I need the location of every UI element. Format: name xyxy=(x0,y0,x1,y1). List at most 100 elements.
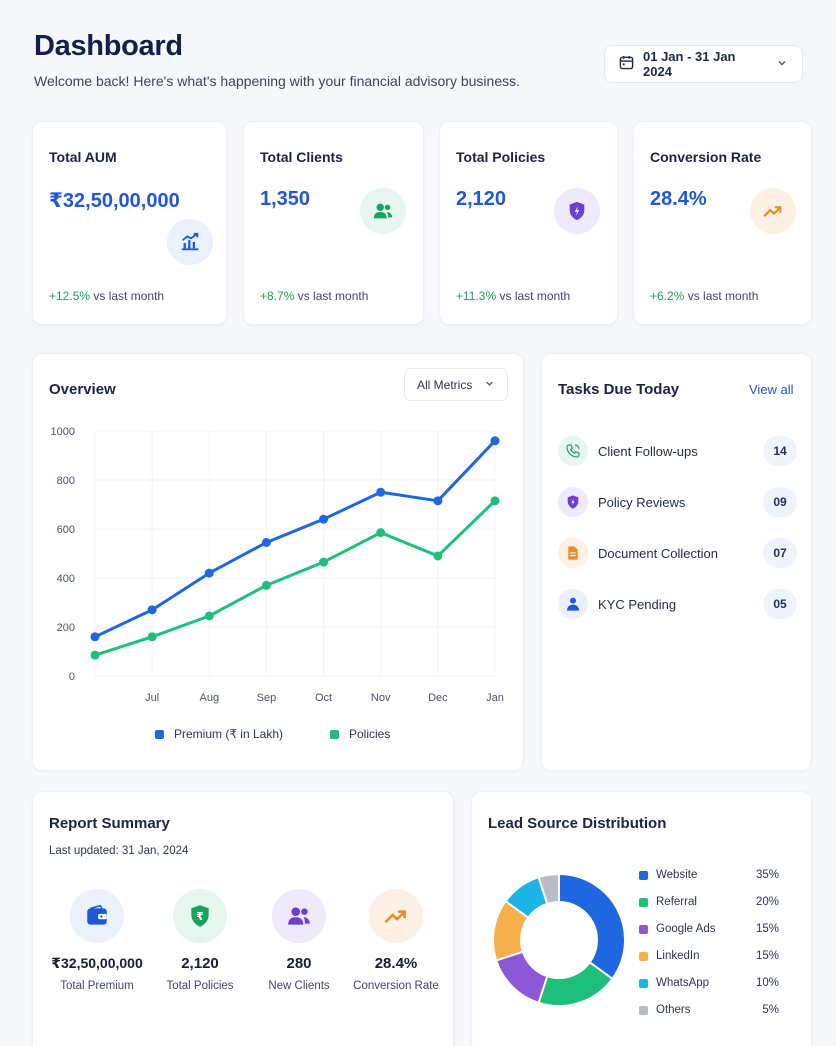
kpi-value: 28.4% xyxy=(650,188,707,210)
document-icon xyxy=(558,538,588,568)
overview-card: Overview All Metrics 0 200 400 600 800 1000 Ju… xyxy=(32,353,524,771)
task-count-badge: 09 xyxy=(763,487,797,517)
lead-legend-label: Google Ads xyxy=(656,923,716,935)
report-value: 280 xyxy=(286,955,312,972)
kpi-value: 1,350 xyxy=(260,188,311,210)
metrics-dropdown-label: All Metrics xyxy=(417,377,473,392)
lead-source-card: Lead Source Distribution Website 35% Refer… xyxy=(471,791,812,1046)
kpi-card-total-clients[interactable]: Total Clients 1,350 +8.7% vs last month xyxy=(243,121,424,325)
overview-line-chart: 0 200 400 600 800 1000 Jul Aug Sep Oct Nov Dec Jan xyxy=(51,426,504,704)
report-value: 2,120 xyxy=(181,955,219,972)
kpi-value: ₹32,50,00,000 xyxy=(49,190,180,212)
kpi-label: Total Clients xyxy=(260,149,343,165)
data-point xyxy=(490,496,500,506)
metrics-dropdown[interactable]: All Metrics xyxy=(404,368,508,401)
lead-legend-label: Website xyxy=(656,869,698,881)
y-tick-label: 0 xyxy=(69,671,75,683)
y-tick-label: 800 xyxy=(57,475,75,487)
data-point xyxy=(90,632,100,642)
chevron-down-icon xyxy=(484,378,495,392)
data-point xyxy=(147,632,157,642)
chevron-down-icon xyxy=(776,57,788,72)
phone-icon xyxy=(558,436,588,466)
kpi-card-total-policies[interactable]: Total Policies 2,120 +11.3% vs last mont… xyxy=(439,121,618,325)
task-item-kyc-pending[interactable]: KYC Pending 05 xyxy=(558,586,797,622)
data-point xyxy=(204,611,214,621)
page-subtitle: Welcome back! Here's what's happening wi… xyxy=(34,73,520,89)
report-label: Conversion Rate xyxy=(353,980,439,992)
report-item-conversion-rate: 28.4% Conversion Rate xyxy=(346,889,446,992)
donut-slice-website xyxy=(558,872,626,981)
lead-legend-label: Referral xyxy=(656,896,697,908)
lead-legend-label: WhatsApp xyxy=(656,977,710,989)
report-summary-card: Report Summary Last updated: 31 Jan, 202… xyxy=(32,791,454,1046)
shield-icon xyxy=(558,487,588,517)
lead-legend-item: Website 35% xyxy=(639,869,779,881)
report-item-new-clients: 280 New Clients xyxy=(249,889,349,992)
rupee-shield-icon: ₹ xyxy=(173,889,227,943)
data-point xyxy=(376,487,386,497)
task-count-badge: 07 xyxy=(763,538,797,568)
data-point xyxy=(490,436,500,446)
data-point xyxy=(147,605,157,615)
kpi-card-total-aum[interactable]: Total AUM ₹32,50,00,000 +12.5% vs last m… xyxy=(32,121,227,325)
overview-title: Overview xyxy=(49,381,116,398)
data-point xyxy=(319,514,329,524)
task-count-badge: 05 xyxy=(763,589,797,619)
data-point xyxy=(261,580,271,590)
task-count-badge: 14 xyxy=(763,436,797,466)
task-item-client-follow-ups[interactable]: Client Follow-ups 14 xyxy=(558,433,797,469)
data-point xyxy=(376,528,386,538)
x-tick-label: Sep xyxy=(257,692,277,704)
legend-label: Policies xyxy=(349,727,391,741)
report-value: ₹32,50,00,000 xyxy=(51,955,143,971)
legend-swatch xyxy=(155,729,164,739)
lead-legend-item: LinkedIn 15% xyxy=(639,950,779,962)
wallet-icon xyxy=(70,889,124,943)
view-all-link[interactable]: View all xyxy=(749,382,794,397)
legend-premium: Premium (₹ in Lakh) xyxy=(155,727,283,741)
report-label: Total Policies xyxy=(166,980,234,992)
calendar-icon xyxy=(619,55,634,73)
user-icon xyxy=(558,589,588,619)
report-value: 28.4% xyxy=(374,955,418,972)
donut-slice-google-ads xyxy=(494,950,549,1005)
kpi-label: Conversion Rate xyxy=(650,149,762,165)
lead-legend-label: Others xyxy=(656,1004,691,1016)
lead-legend-item: Others 5% xyxy=(639,1004,779,1016)
x-tick-label: Jul xyxy=(145,692,159,704)
donut-slice-others xyxy=(537,872,560,906)
kpi-value: 2,120 xyxy=(456,188,507,210)
x-tick-label: Dec xyxy=(428,692,448,704)
date-range-label: 01 Jan - 31 Jan 2024 xyxy=(643,49,736,79)
lead-legend-swatch xyxy=(639,978,648,988)
lead-legend-swatch xyxy=(639,897,648,907)
shield-icon xyxy=(554,188,600,234)
users-icon xyxy=(360,188,406,234)
lead-legend-swatch xyxy=(639,951,648,961)
task-label: KYC Pending xyxy=(598,596,677,612)
x-tick-label: Jan xyxy=(486,692,504,704)
task-label: Policy Reviews xyxy=(598,494,686,510)
lead-legend-swatch xyxy=(639,1005,648,1015)
lead-legend-value: 10% xyxy=(755,977,779,989)
legend-policies: Policies xyxy=(330,727,390,741)
report-item-total-premium: ₹32,50,00,000 Total Premium xyxy=(47,889,147,992)
lead-legend-value: 5% xyxy=(762,1004,779,1016)
report-label: New Clients xyxy=(268,980,330,992)
tasks-title: Tasks Due Today xyxy=(558,381,680,398)
task-item-document-collection[interactable]: Document Collection 07 xyxy=(558,535,797,571)
kpi-label: Total AUM xyxy=(49,149,117,165)
lead-legend-value: 15% xyxy=(755,923,779,935)
report-title: Report Summary xyxy=(49,815,170,832)
legend-label: Premium (₹ in Lakh) xyxy=(174,727,283,741)
task-item-policy-reviews[interactable]: Policy Reviews 09 xyxy=(558,484,797,520)
kpi-change: +11.3% vs last month xyxy=(456,289,571,303)
date-range-picker[interactable]: 01 Jan - 31 Jan 2024 xyxy=(604,45,803,83)
x-tick-label: Aug xyxy=(199,692,219,704)
kpi-card-conversion-rate[interactable]: Conversion Rate 28.4% +6.2% vs last mont… xyxy=(633,121,812,325)
x-tick-label: Nov xyxy=(371,692,391,704)
series-line-1 xyxy=(94,499,497,657)
users-icon xyxy=(272,889,326,943)
kpi-label: Total Policies xyxy=(456,149,546,165)
